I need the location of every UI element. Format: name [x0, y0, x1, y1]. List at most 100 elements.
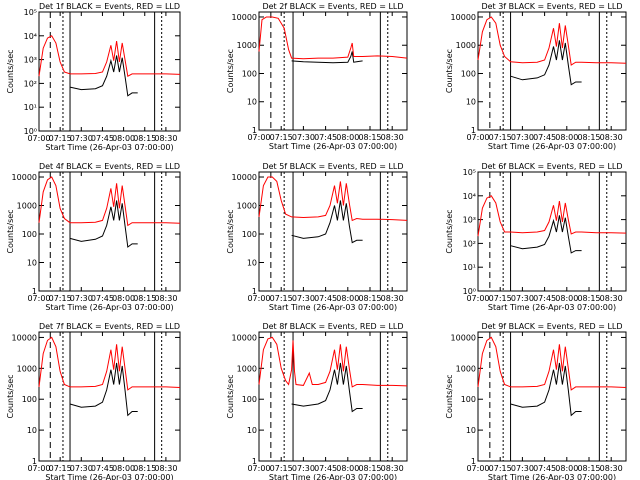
y-tick-label: 10⁰	[463, 287, 476, 296]
y-tick-label: 10	[466, 98, 476, 107]
y-tick-label: 1	[252, 457, 257, 466]
x-tick-label: 08:30	[154, 294, 177, 303]
x-tick-label: 08:00	[336, 294, 359, 303]
y-tick-label: 10¹	[463, 263, 476, 272]
lld-series-line	[38, 35, 181, 77]
y-axis-label: Counts/sec	[445, 49, 454, 93]
y-tick-label: 1000	[17, 364, 37, 373]
y-axis-label: Counts/sec	[445, 374, 454, 418]
lld-series-line	[38, 336, 181, 391]
y-tick-label: 10	[247, 259, 257, 268]
x-axis-label: Start Time (26-Apr-03 07:00:00)	[488, 142, 616, 151]
plot-frame	[258, 171, 408, 292]
x-tick-label: 08:30	[600, 133, 623, 142]
panel-title: Det 4f BLACK = Events, RED = LLD	[39, 162, 180, 171]
x-axis-label: Start Time (26-Apr-03 07:00:00)	[488, 473, 616, 480]
detector-panel-1: Det 1f BLACK = Events, RED = LLD07:0007:…	[6, 2, 181, 152]
plot-frame	[258, 331, 408, 462]
y-tick-label: 1000	[237, 364, 257, 373]
x-tick-label: 08:15	[358, 294, 381, 303]
x-tick-label: 07:00	[247, 294, 270, 303]
events-series-line	[291, 200, 363, 244]
events-series-line	[69, 362, 138, 417]
x-tick-label: 08:30	[381, 464, 404, 473]
plot-frame	[38, 11, 181, 132]
y-axis-label: Counts/sec	[226, 209, 235, 253]
y-tick-label: 10	[466, 426, 476, 435]
lld-series-line	[258, 336, 408, 388]
panel-title: Det 3f BLACK = Events, RED = LLD	[481, 2, 622, 11]
x-tick-label: 08:30	[381, 133, 404, 142]
x-tick-label: 07:00	[27, 464, 50, 473]
x-tick-label: 08:30	[600, 464, 623, 473]
y-tick-label: 10⁵	[24, 8, 37, 17]
x-tick-label: 08:30	[154, 464, 177, 473]
panel-title: Det 1f BLACK = Events, RED = LLD	[39, 2, 180, 11]
x-tick-label: 08:15	[133, 134, 156, 143]
y-tick-label: 10000	[451, 13, 476, 22]
x-tick-label: 07:15	[49, 134, 72, 143]
x-tick-label: 08:30	[600, 294, 623, 303]
lld-series-line	[477, 16, 627, 66]
y-tick-label: 1	[32, 457, 37, 466]
y-tick-label: 100	[461, 395, 476, 404]
x-tick-label: 08:15	[577, 464, 600, 473]
x-axis-label: Start Time (26-Apr-03 07:00:00)	[45, 143, 173, 152]
x-tick-label: 07:30	[511, 464, 534, 473]
x-tick-label: 07:45	[314, 133, 337, 142]
y-tick-label: 10⁵	[463, 168, 476, 177]
lld-series-line	[258, 16, 408, 60]
plot-frame	[258, 11, 408, 131]
events-series-line	[510, 40, 582, 86]
y-tick-label: 100	[242, 395, 257, 404]
y-tick-label: 10000	[12, 173, 37, 182]
x-tick-label: 07:00	[466, 294, 489, 303]
y-tick-label: 1000	[456, 41, 476, 50]
plot-frame	[38, 171, 181, 292]
y-tick-label: 10000	[12, 333, 37, 342]
x-tick-label: 07:00	[27, 294, 50, 303]
x-tick-label: 08:30	[381, 294, 404, 303]
x-tick-label: 08:00	[555, 133, 578, 142]
y-tick-label: 1	[32, 287, 37, 296]
x-tick-label: 07:15	[489, 464, 512, 473]
y-tick-label: 10	[247, 426, 257, 435]
lld-series-line	[258, 176, 408, 222]
y-tick-label: 10⁴	[24, 32, 37, 41]
x-tick-label: 08:00	[555, 294, 578, 303]
y-tick-label: 10	[27, 426, 37, 435]
x-tick-label: 07:30	[292, 294, 315, 303]
x-tick-label: 08:00	[112, 294, 135, 303]
x-tick-label: 08:15	[358, 464, 381, 473]
x-tick-label: 07:30	[70, 464, 93, 473]
y-tick-label: 1	[252, 126, 257, 135]
x-axis-label: Start Time (26-Apr-03 07:00:00)	[45, 473, 173, 480]
x-axis-label: Start Time (26-Apr-03 07:00:00)	[269, 473, 397, 480]
y-tick-label: 1000	[17, 202, 37, 211]
x-tick-label: 07:00	[466, 464, 489, 473]
x-tick-label: 07:00	[247, 133, 270, 142]
y-axis-label: Counts/sec	[6, 49, 15, 93]
x-tick-label: 07:30	[292, 133, 315, 142]
y-tick-label: 10²	[463, 239, 476, 248]
x-tick-label: 07:45	[91, 464, 114, 473]
y-tick-label: 100	[461, 69, 476, 78]
x-tick-label: 07:45	[533, 294, 556, 303]
events-series-line	[291, 51, 363, 64]
x-tick-label: 08:00	[555, 464, 578, 473]
x-tick-label: 07:15	[489, 133, 512, 142]
x-tick-label: 07:30	[292, 464, 315, 473]
y-tick-label: 1	[471, 457, 476, 466]
x-tick-label: 07:45	[91, 134, 114, 143]
y-tick-label: 100	[22, 230, 37, 239]
plot-frame	[477, 171, 627, 292]
plot-frame	[477, 331, 627, 462]
y-tick-label: 10	[27, 259, 37, 268]
